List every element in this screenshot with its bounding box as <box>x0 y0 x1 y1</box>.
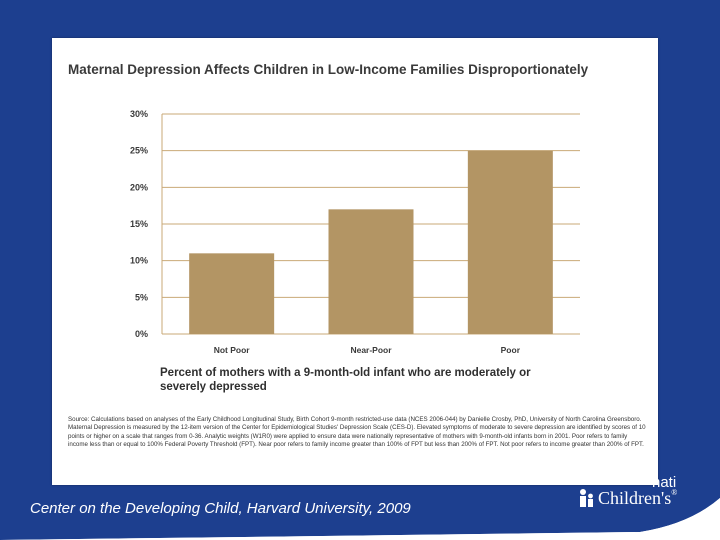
y-tick-label: 25% <box>130 146 148 156</box>
chart-title: Maternal Depression Affects Children in … <box>68 62 589 77</box>
y-tick-label: 5% <box>135 292 148 302</box>
chart-caption: Percent of mothers with a 9-month-old in… <box>160 367 531 393</box>
chart-panel: Maternal Depression Affects Children in … <box>52 38 658 485</box>
logo-partial-text: nati <box>652 474 677 491</box>
y-tick-label: 0% <box>135 329 148 339</box>
logo-family-icon <box>580 489 593 507</box>
x-tick-label: Not Poor <box>214 345 251 355</box>
y-tick-label: 15% <box>130 219 148 229</box>
source-note: Source: Calculations based on analyses o… <box>68 416 646 448</box>
bar-chart: 0% 5% 10% 15% 20% 25% 30% Not Poor Near-Poor Poor <box>130 109 580 355</box>
bar <box>189 253 275 334</box>
y-tick-label: 10% <box>130 256 148 266</box>
y-tick-label: 20% <box>130 182 148 192</box>
x-tick-label: Near-Poor <box>350 345 392 355</box>
x-tick-label: Poor <box>501 345 521 355</box>
childrens-logo: nati Children's® <box>578 466 718 516</box>
footer-credit: Center on the Developing Child, Harvard … <box>30 500 411 517</box>
bar <box>328 209 414 334</box>
bar <box>467 150 553 334</box>
y-tick-label: 30% <box>130 109 148 119</box>
logo-text: Children's® <box>598 488 678 508</box>
